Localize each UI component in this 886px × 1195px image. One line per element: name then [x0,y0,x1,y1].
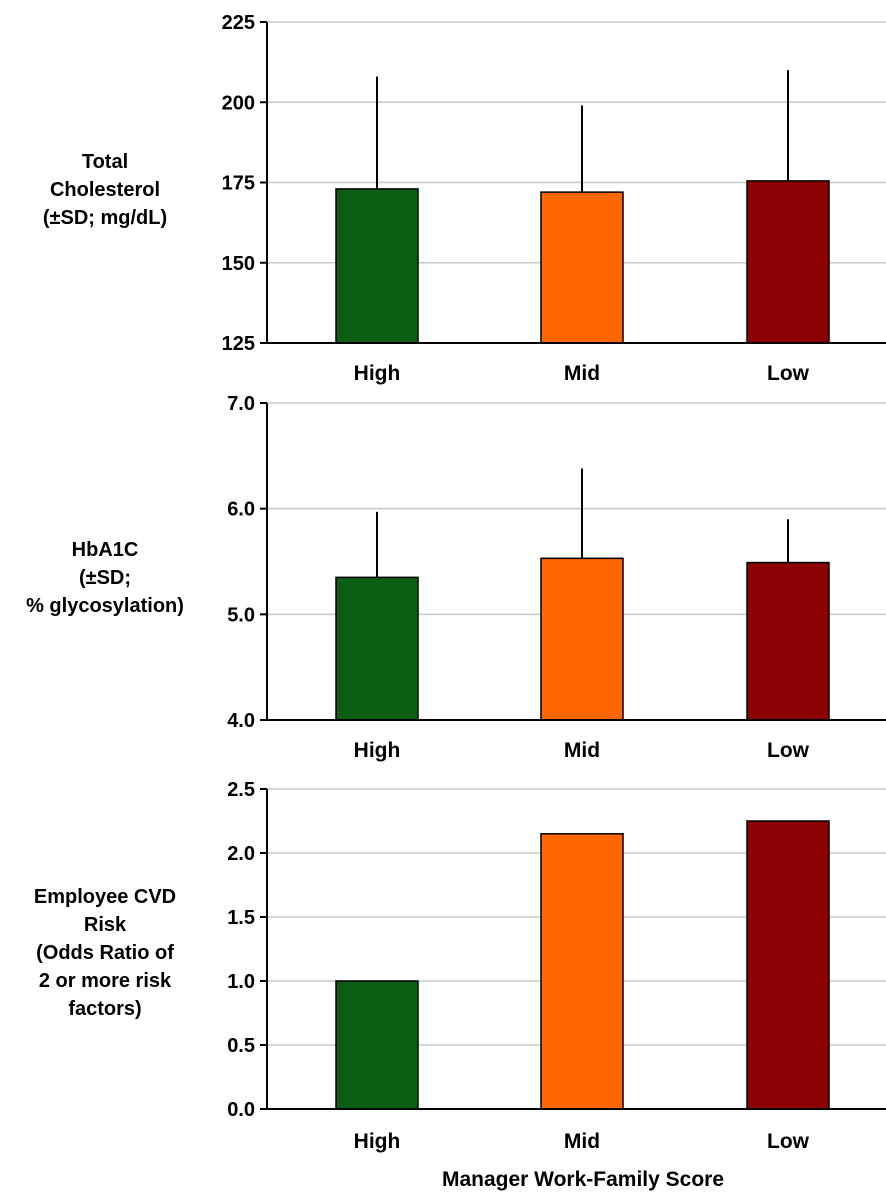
y-axis-label: Risk [84,914,127,936]
y-axis-label: (Odds Ratio of [36,942,174,964]
y-tick-label: 2.5 [227,779,255,801]
y-axis-label: (±SD; [79,567,131,589]
y-axis-label: 2 or more risk [39,970,172,992]
y-tick-label: 7.0 [227,393,255,415]
y-axis-label: Cholesterol [50,179,160,201]
x-category-label: Low [767,362,810,385]
y-tick-label: 150 [222,253,255,275]
y-axis-label: % glycosylation) [26,595,184,617]
chart-panel-2: 4.0 5.0 6.0 7.0 High Mid Low HbA1C (±SD; % glycos… [26,393,886,762]
bar-low [746,561,830,721]
chart-panel-3: 0.0 0.5 1.0 1.5 2.0 2.5 High Mid Low Employee CVD… [34,779,886,1153]
y-tick-label: 125 [222,333,255,355]
y-tick-label: 1.0 [227,971,255,993]
y-axis-label: Employee CVD [34,886,176,908]
y-axis-label: (±SD; mg/dL) [43,207,167,229]
y-axis-label: HbA1C [72,539,139,561]
bar-mid [540,833,624,1110]
y-tick-label: 0.0 [227,1099,255,1121]
x-category-label: High [354,1130,401,1153]
bar-high [335,576,419,721]
x-category-label: Low [767,1130,810,1153]
y-tick-label: 5.0 [227,604,255,626]
bar-low [746,820,830,1110]
x-category-label: High [354,739,401,762]
x-category-label: Mid [564,362,600,385]
x-category-label: Mid [564,1130,600,1153]
y-tick-label: 4.0 [227,710,255,732]
bar-mid [540,557,624,721]
chart-panel-1: 125 150 175 200 225 High Mid Low Total Cholestero… [43,12,886,385]
y-axis-label: factors) [68,998,141,1020]
x-axis-title: Manager Work-Family Score [442,1168,724,1191]
y-tick-label: 2.0 [227,843,255,865]
bar-high [335,188,419,344]
y-tick-label: 200 [222,92,255,114]
bar-low [746,180,830,344]
bar-mid [540,191,624,344]
x-category-label: Mid [564,739,600,762]
y-tick-label: 1.5 [227,907,255,929]
x-category-label: High [354,362,401,385]
x-category-label: Low [767,739,810,762]
y-tick-label: 175 [222,173,255,195]
y-tick-label: 0.5 [227,1035,255,1057]
y-axis-label: Total [82,151,128,173]
bar-high [335,980,419,1110]
y-tick-label: 6.0 [227,499,255,521]
y-tick-label: 225 [222,12,255,34]
